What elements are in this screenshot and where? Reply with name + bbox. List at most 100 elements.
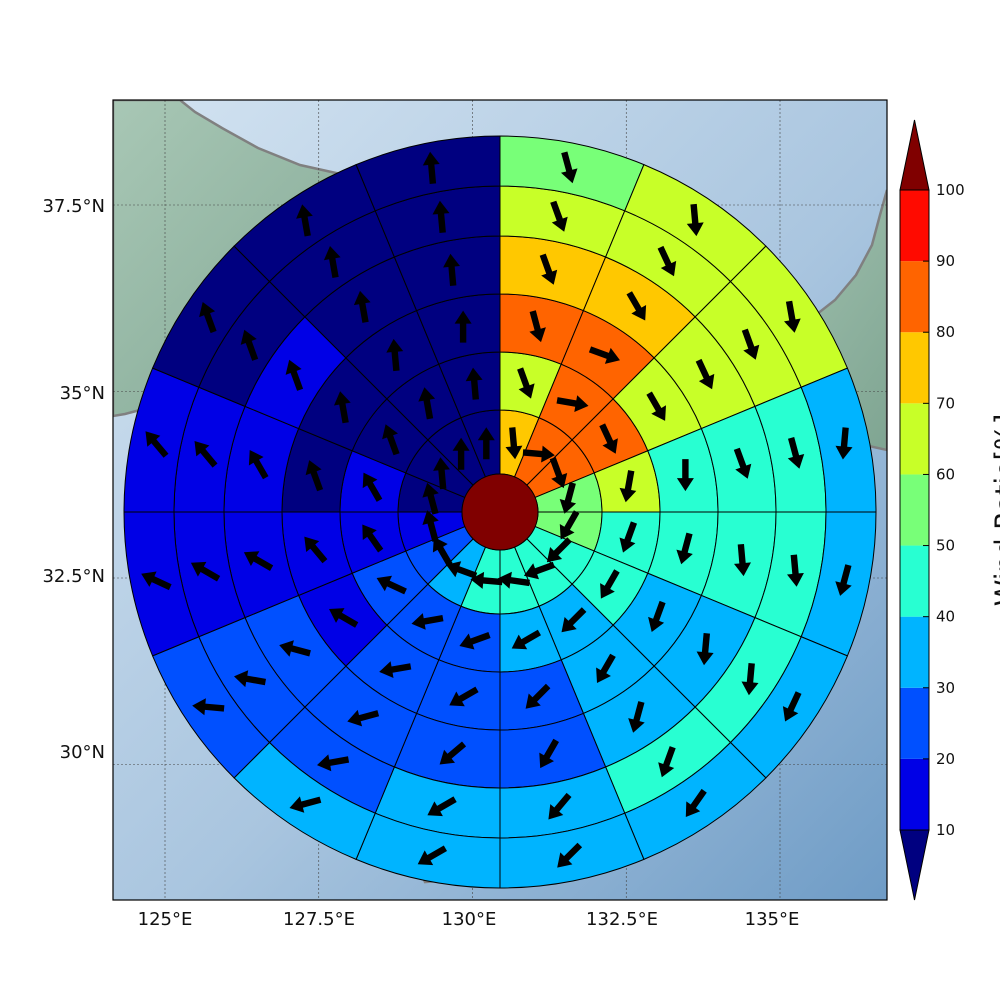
wind-arrow [835, 427, 853, 460]
lon-tick-label: 132.5°E [586, 909, 658, 930]
wind-arrow [658, 746, 676, 778]
wind-arrow [522, 445, 555, 463]
map-frame [112, 99, 888, 901]
wind-arrow [323, 246, 341, 278]
lat-tick-label: 37.5°N [42, 196, 105, 217]
wind-arrow [734, 544, 751, 577]
wind-arrow [477, 427, 495, 460]
wind-arrow [676, 532, 693, 565]
lon-tick-label: 127.5°E [283, 909, 355, 930]
wind-arrow [317, 754, 350, 772]
wind-arrow [619, 470, 637, 503]
wind-arrow [556, 395, 589, 412]
wind-arrow [619, 521, 637, 553]
wind-arrow [439, 741, 467, 765]
wind-arrow [465, 367, 483, 400]
wind-arrow [835, 564, 852, 596]
wind-arrow [741, 663, 759, 696]
colorbar-bin [900, 332, 929, 404]
colorbar-label: Wind Ratio[%] [990, 414, 1000, 606]
wind-arrow [443, 253, 460, 286]
wind-arrow [561, 151, 578, 184]
colorbar-bin [900, 758, 929, 830]
wind-arrow [296, 204, 313, 237]
wind-arrow [470, 571, 503, 589]
wind-arrow [240, 329, 259, 361]
wind-arrow [446, 561, 478, 579]
wind-arrow [546, 537, 572, 563]
wind-arrow [422, 482, 439, 515]
wind-arrow [596, 653, 616, 683]
lon-tick-label: 125°E [138, 909, 193, 930]
wind-arrow [628, 701, 645, 733]
colorbar-over-extension [899, 119, 930, 191]
center-cell [461, 473, 539, 551]
wind-arrow [459, 632, 491, 650]
wind-ratio-cell [355, 135, 501, 212]
wind-arrow [733, 447, 752, 479]
wind-arrow [418, 387, 436, 420]
wind-arrow [432, 200, 450, 233]
wind-arrow [141, 571, 172, 591]
wind-arrow [289, 796, 322, 813]
colorbar-tick-label: 90 [936, 252, 955, 270]
wind-arrow [539, 738, 559, 769]
wind-arrow [411, 613, 444, 630]
colorbar-tick-label: 50 [936, 537, 955, 555]
colorbar-tick-label: 20 [936, 750, 955, 768]
wind-arrow [676, 459, 694, 492]
wind-arrow [347, 709, 380, 727]
wind-arrow [190, 561, 221, 582]
lat-tick-label: 32.5°N [42, 566, 105, 587]
wind-arrow [449, 686, 479, 707]
wind-arrow [304, 536, 328, 564]
colorbar-tick-label: 60 [936, 465, 955, 483]
wind-arrow [517, 367, 535, 399]
wind-arrow [417, 845, 447, 866]
colorbar-bin [900, 261, 929, 333]
wind-arrow [386, 338, 404, 372]
lon-tick-label: 135°E [745, 909, 800, 930]
colorbar-tick-label: 80 [936, 323, 955, 341]
colorbar-tick-label: 100 [936, 181, 965, 199]
wind-arrow [741, 328, 760, 360]
lat-tick-label: 35°N [60, 383, 105, 404]
colorbar-tick-label: 70 [936, 394, 955, 412]
wind-arrow [599, 423, 618, 454]
colorbar-bin [900, 474, 929, 546]
wind-arrow [422, 151, 440, 184]
lat-tick-label: 30°N [60, 742, 105, 763]
axis-ticks: 125°E 127.5°E 130°E 132.5°E 135°E 37.5°N… [42, 196, 799, 930]
wind-arrow [686, 203, 704, 237]
wind-arrow [559, 482, 577, 514]
wind-arrow [626, 291, 647, 321]
wind-arrow [285, 359, 304, 391]
wind-arrow [194, 441, 218, 468]
colorbar-bin [900, 190, 929, 262]
colorbar-under-extension [899, 829, 930, 901]
wind-arrow [234, 670, 266, 688]
colorbar-bin [900, 545, 929, 617]
colorbar: 10 20 30 40 50 60 70 80 90 100 [899, 119, 965, 901]
wind-arrow [305, 460, 324, 492]
wind-arrow [782, 691, 802, 722]
wind-arrow [432, 537, 453, 567]
wind-arrow [561, 607, 587, 633]
colorbar-bin [900, 687, 929, 759]
wind-arrow [787, 437, 805, 469]
wind-arrow [657, 245, 677, 277]
colorbar-frame [899, 189, 930, 831]
colorbar-bin [900, 616, 929, 688]
wind-arrow [422, 510, 439, 542]
wind-arrow [557, 842, 583, 868]
wind-arrow [511, 629, 541, 650]
wind-arrow [646, 391, 666, 421]
wind-arrow [192, 698, 225, 716]
colorbar-bin [900, 403, 929, 475]
wind-arrow [279, 640, 311, 657]
wind-arrow [243, 551, 274, 571]
wind-arrow [787, 554, 804, 587]
wind-arrow [329, 608, 359, 628]
wind-arrow [452, 437, 470, 470]
wind-arrow [549, 457, 568, 489]
